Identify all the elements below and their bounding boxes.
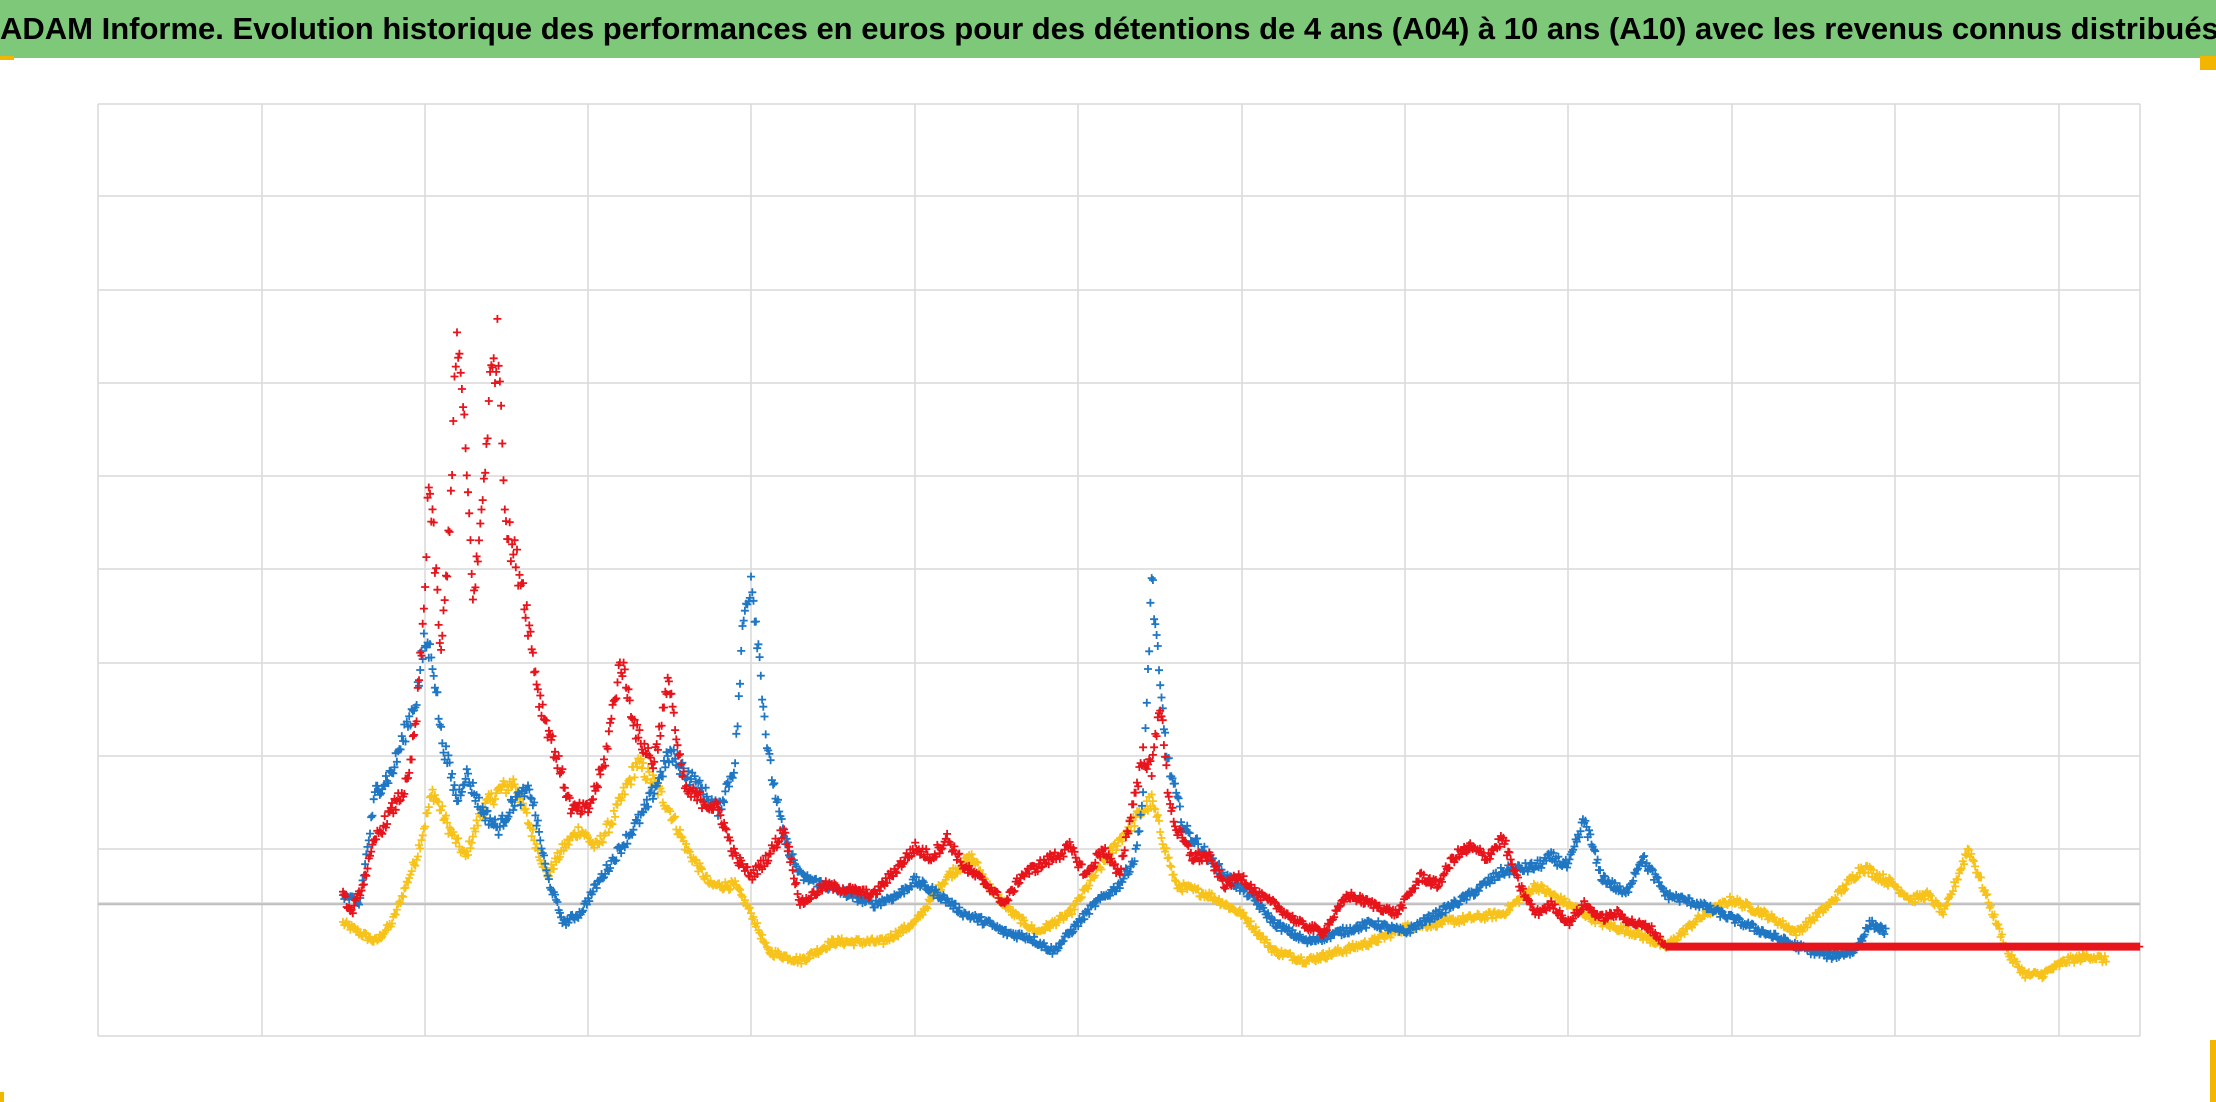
chart-title-bar bbox=[0, 0, 2216, 58]
chart-grid bbox=[97, 103, 2141, 1037]
series-3-points bbox=[339, 314, 2144, 951]
corner-accent-top-left bbox=[0, 56, 14, 60]
chart-marks bbox=[339, 314, 2144, 983]
corner-accent-bottom-right bbox=[2210, 1040, 2216, 1102]
corner-accent-top-right bbox=[2200, 56, 2216, 70]
series-3-markers bbox=[339, 314, 2144, 951]
corner-accent-bottom-left bbox=[0, 1092, 4, 1102]
chart-title: ADAM Informe. Evolution historique des p… bbox=[0, 11, 2216, 46]
